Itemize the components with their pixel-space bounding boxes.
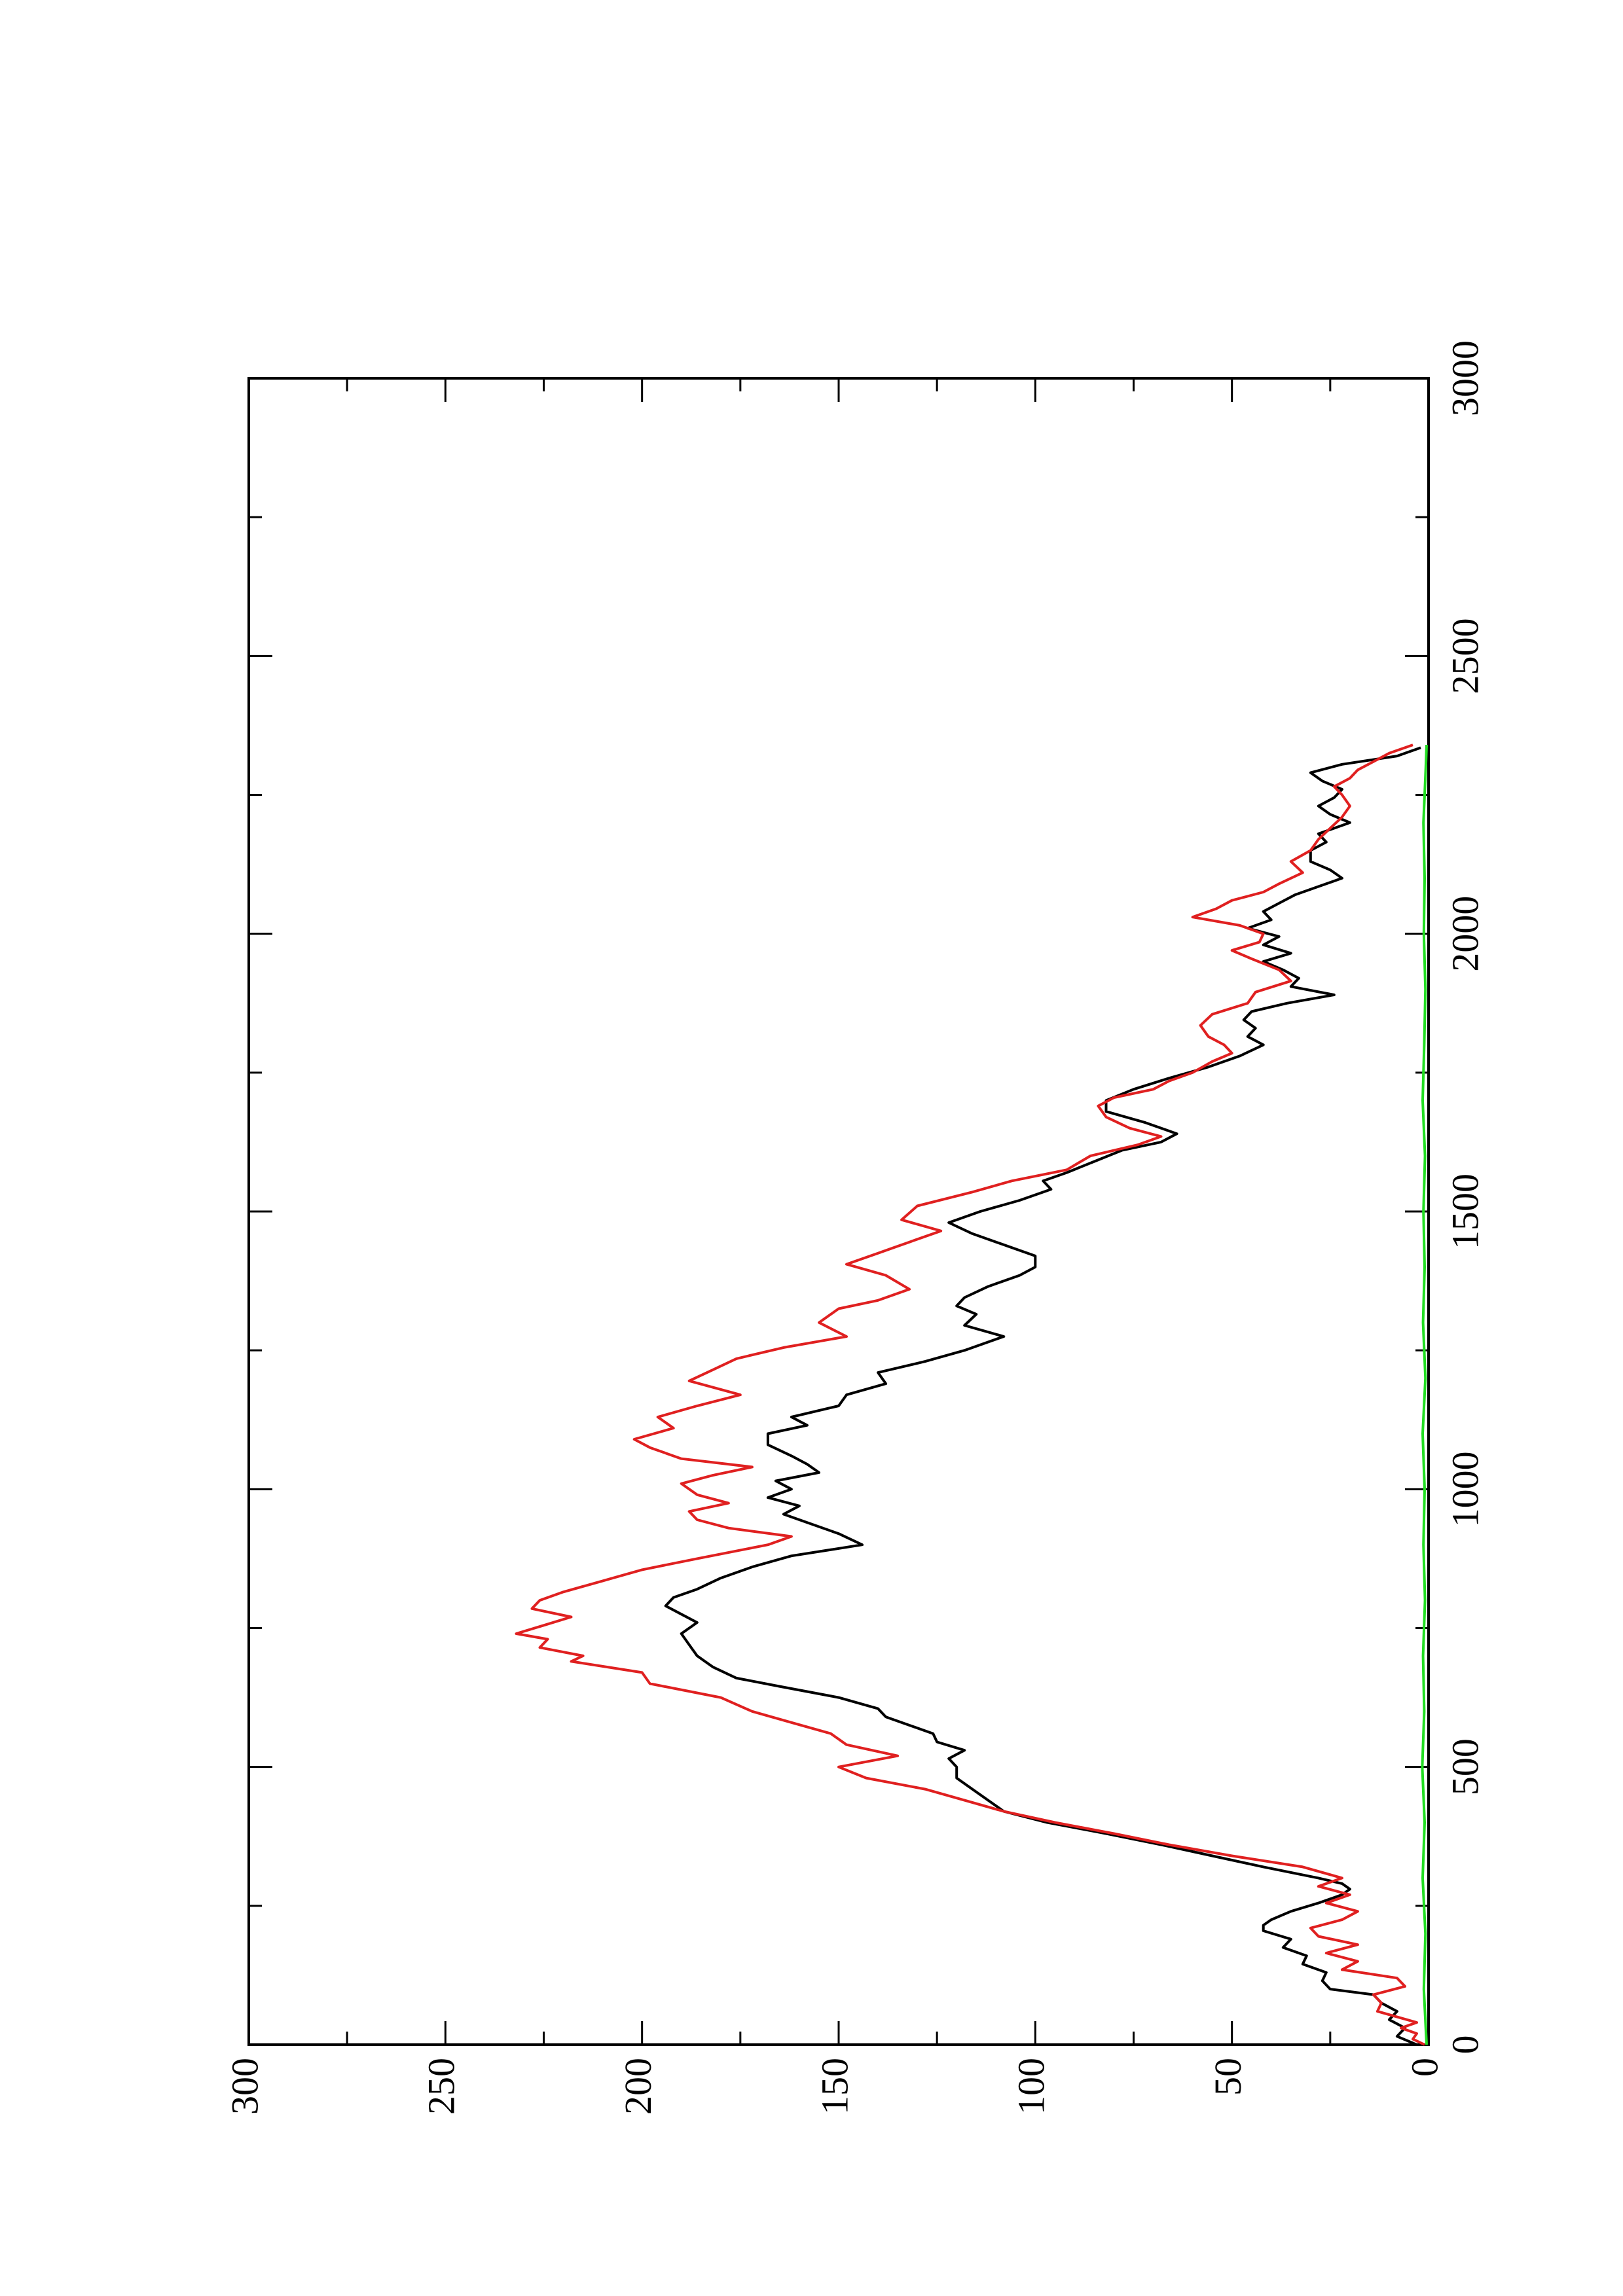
x-tick-label: 1000 bbox=[1444, 1451, 1486, 1527]
x-tick-label: 3000 bbox=[1444, 340, 1486, 416]
axis-tick-labels: 0 500 1000 1500 2000 2500 3000 0 50 100 150 200 250 3… bbox=[223, 340, 1486, 2115]
x-tick-label: 1500 bbox=[1444, 1174, 1486, 1249]
y-tick-label: 100 bbox=[1010, 2058, 1053, 2115]
y-tick-label: 50 bbox=[1207, 2058, 1249, 2096]
y-tick-label: 200 bbox=[617, 2058, 659, 2115]
series-line-1 bbox=[664, 746, 1421, 2046]
y-tick-label: 250 bbox=[420, 2058, 463, 2115]
x-tick-label: 500 bbox=[1444, 1738, 1486, 1795]
y-tick-label: 150 bbox=[813, 2058, 856, 2115]
plot-frame bbox=[247, 377, 1430, 2046]
axis-ticks bbox=[247, 377, 1430, 2046]
series-group bbox=[515, 744, 1428, 2046]
x-tick-label: 2000 bbox=[1444, 896, 1486, 972]
series-line-2 bbox=[515, 744, 1425, 2046]
y-tick-label: 0 bbox=[1403, 2058, 1446, 2077]
series-line-3 bbox=[1421, 745, 1428, 2045]
y-tick-label: 300 bbox=[223, 2058, 266, 2115]
x-tick-label: 2500 bbox=[1444, 618, 1486, 694]
x-tick-label: 0 bbox=[1444, 2036, 1486, 2054]
